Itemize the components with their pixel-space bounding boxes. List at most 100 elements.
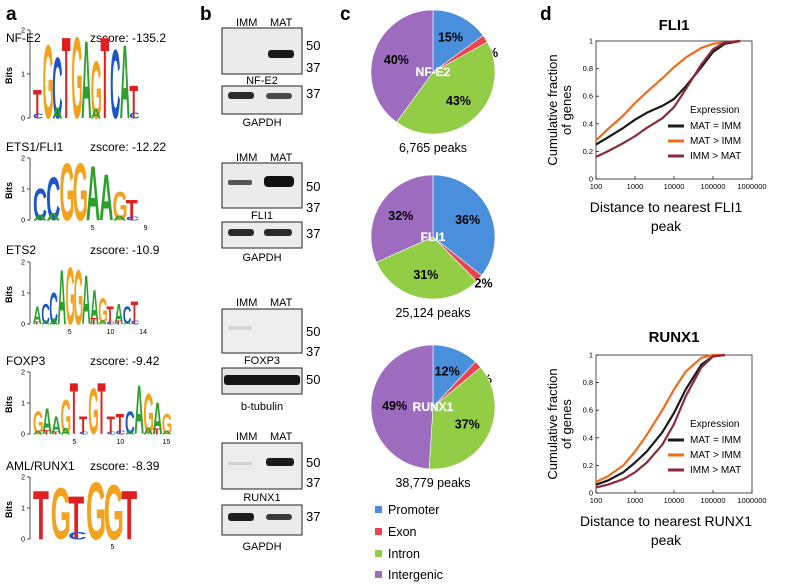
logo-letter: T [101,13,110,144]
logo-title: FOXP3 [6,354,46,368]
cdf-x-tick-label: 100000 [700,182,725,191]
mw-marker: 37 [306,86,320,101]
logo-y-tick-label: 0 [21,116,25,123]
pie-value-label: 40% [384,53,409,67]
logo-zscore: zscore: -10.9 [90,243,160,257]
logo-ylabel: Bits [4,501,14,518]
mw-marker: 37 [306,200,320,215]
cdf-legend-label: MAT > IMM [690,450,741,461]
logo-x-tick-label: 5 [72,439,76,446]
legend-swatch-promoter [375,506,382,513]
lane-label-imm: IMM [236,152,257,164]
mw-marker: 37 [306,226,320,241]
blot-target-label: FOXP3 [244,355,280,367]
legend-label-exon: Exon [388,525,417,539]
logo-letter: T [33,477,49,555]
lane-label-imm: IMM [236,431,257,443]
cdf-y-tick-label: 0.8 [583,64,593,73]
band-fli1-mat [264,176,294,187]
blot-gapdh-1 [222,86,302,114]
logo-ylabel: Bits [4,286,14,303]
panel-letter-a: a [6,4,17,25]
cdf-y-tick-label: 0.6 [583,92,593,101]
band-gapdh-mat [266,93,292,99]
mw-marker: 50 [306,455,320,470]
pie-center-label: NF-E2 [416,65,451,79]
logo-y-tick-label: 2 [21,475,25,482]
logo-letter: T [90,317,98,327]
pie-value-label: 32% [388,209,413,223]
logo-letter: T [33,321,41,326]
logo-y-tick-label: 1 [21,72,25,79]
pie-value-label: 12% [435,364,460,378]
lane-label-mat: MAT [270,17,293,29]
logo-y-tick-label: 1 [21,291,25,298]
pie-peak-count: 25,124 peaks [395,306,470,320]
cdf-x-tick-label: 10000 [664,182,685,191]
cdf-x-tick-label: 100 [590,496,603,505]
pie-peak-count: 38,779 peaks [395,476,470,490]
cdf-y-tick-label: 0.4 [583,119,593,128]
cdf-x-tick-label: 100000 [700,496,725,505]
logo-y-tick-label: 0 [21,218,25,225]
pie-legend: Promoter Exon Intron Intergenic [375,503,443,582]
logo-x-tick-label: 10 [117,439,125,446]
cdf-y-tick-label: 0.4 [583,433,593,442]
logo-y-tick-label: 2 [21,370,25,377]
logo-ylabel: Bits [4,67,14,84]
band-gapdh-imm [228,513,254,521]
blot-target-label: FLI1 [251,210,273,222]
logo-y-tick-label: 2 [21,28,25,35]
band-tubulin [224,375,300,385]
pie-center-label: FLI1 [421,230,446,244]
cdf-y-tick-label: 0.2 [583,461,593,470]
cdf-y-tick-label: 1 [589,351,593,360]
logo-y-tick-label: 1 [21,506,25,513]
logo-letter: T [62,13,71,144]
logo-letter: C [68,530,87,542]
logo-letter: T [106,304,113,331]
lane-label-imm: IMM [236,17,257,29]
cdf-y-axis-label: Cumulative fractionof genes [545,54,574,165]
blot-target-label: NF-E2 [246,75,278,87]
blot-loading-label: GAPDH [242,252,281,264]
band-gapdh-imm [228,92,254,99]
cdf-title: FLI1 [659,17,690,34]
logo-title: ETS1/FLI1 [6,140,64,154]
logo-letter: C [129,111,140,120]
logo-y-tick-label: 0 [21,322,25,329]
cdf-x-tick-label: 1000 [627,496,644,505]
logo-letter: T [121,477,137,555]
cdf-x-axis-label: Distance to nearest FLI1 peak [590,199,743,234]
logo-letter: C [131,320,140,327]
logo-letter: T [107,413,115,440]
band-nfe2-mat [268,50,294,58]
panel-letter-b: b [200,4,212,25]
logo-letter: T [42,429,51,436]
pie-value-label: 36% [455,213,480,227]
logo-letter: C [126,216,140,222]
logo-y-tick-label: 0 [21,432,25,439]
mw-marker: 37 [306,344,320,359]
figure: a b c d NF-E2 zscore: -135.2Bits210 TC GCA T… [0,0,787,584]
cdf-legend-label: IMM > MAT [690,151,741,162]
blot-foxp3 [222,309,302,353]
logo-x-tick-label: 5 [111,544,115,551]
cdf-legend-label: MAT > IMM [690,136,741,147]
cdf-x-tick-label: 100 [590,182,603,191]
western-blot-panel: IMM MAT 50 37 NF-E2 37 GAPDH IMM MAT 50 … [222,17,320,553]
cdf-legend-title: Expression [690,105,739,116]
legend-swatch-exon [375,528,382,535]
logo-x-tick-label: 5 [68,329,72,336]
cdf-y-tick-label: 1 [589,37,593,46]
logo-letter: T [51,431,60,436]
cdf-y-tick-label: 0.8 [583,378,593,387]
logo-y-tick-label: 2 [21,156,25,163]
blot-loading-label: GAPDH [242,117,281,129]
lane-label-mat: MAT [270,152,293,164]
pie-value-label: 31% [413,268,438,282]
cdf-title: RUNX1 [649,329,700,346]
cdf-x-tick-label: 1000000 [737,182,766,191]
legend-label-intergenic: Intergenic [388,568,443,582]
